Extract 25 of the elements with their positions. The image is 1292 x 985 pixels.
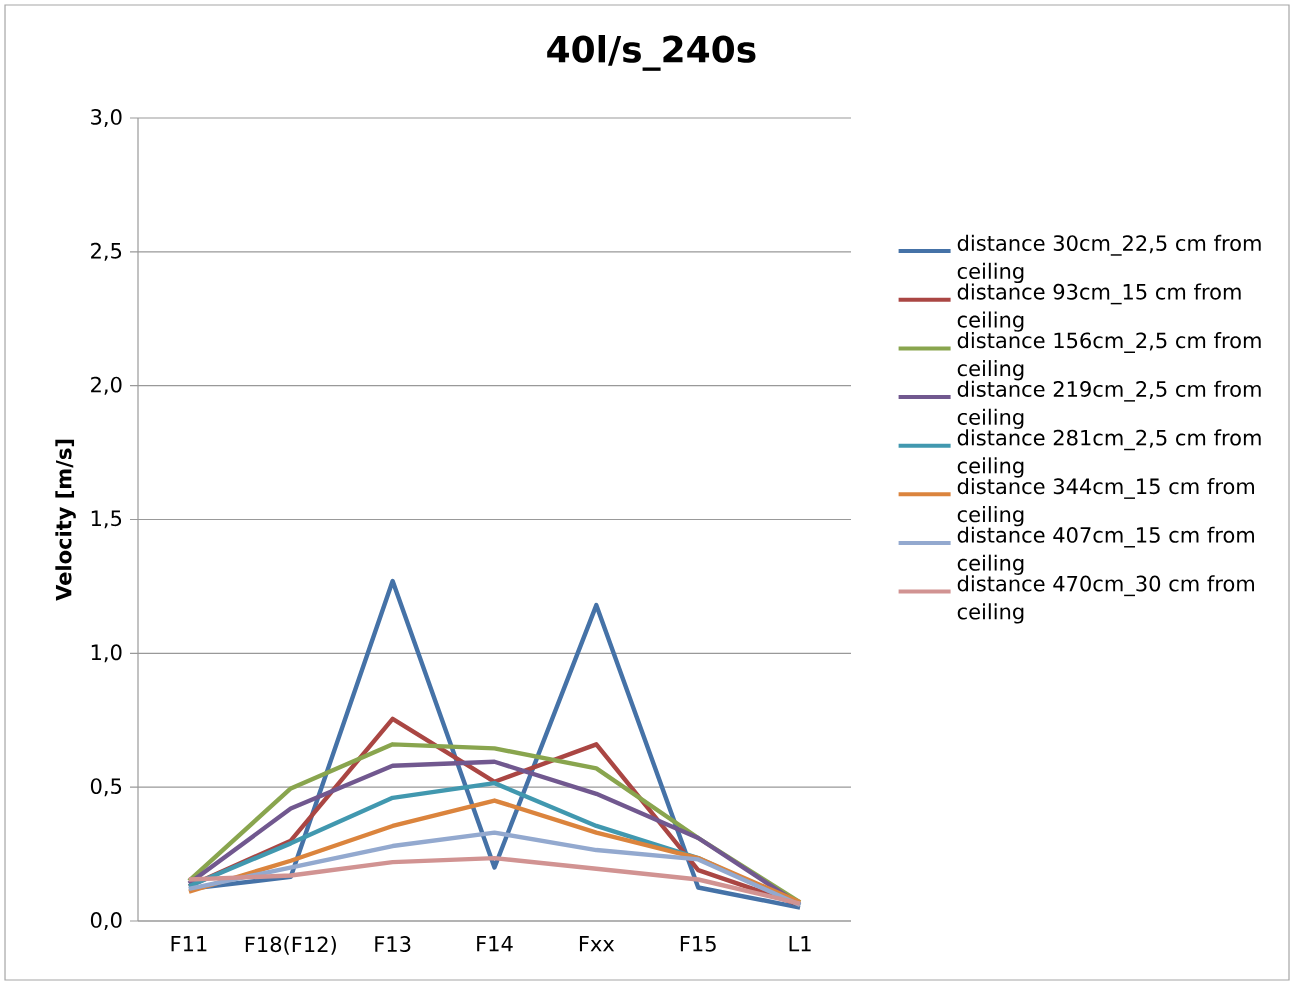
y-axis-title: Velocity [m/s]	[55, 439, 76, 601]
x-tick-label: Fxx	[579, 936, 615, 952]
y-tick-label: 3,0	[91, 108, 122, 128]
chart-title: 40l/s_240s	[547, 34, 756, 71]
x-tick-label: F11	[171, 936, 207, 952]
legend-label: distance 407cm_15 cm from ceiling	[957, 526, 1254, 575]
legend-label: distance 156cm_2,5 cm from ceiling	[957, 332, 1261, 381]
x-tick-label: F18(F12)	[245, 936, 336, 955]
legend-label: distance 30cm_22,5 cm from ceiling	[957, 234, 1261, 284]
y-tick-label: 0,0	[90, 911, 122, 931]
legend-label: distance 344cm_15 cm from ceiling	[957, 477, 1254, 527]
line-series	[186, 855, 803, 906]
legend-label: distance 219cm_2,5 cm from ceiling	[957, 380, 1261, 430]
x-tick-label: F14	[477, 936, 513, 952]
y-tick-label: 2,0	[91, 376, 122, 395]
x-tick-label: L1	[789, 936, 811, 952]
legend-label: distance 281cm_2,5 cm from ceiling	[957, 429, 1261, 478]
legend-label: distance 470cm_30 cm from ceiling	[957, 575, 1254, 624]
legend-label: distance 93cm_15 cm from ceiling	[957, 283, 1241, 332]
x-tick-label: F15	[680, 936, 716, 952]
y-tick-label: 1,5	[91, 510, 122, 529]
y-tick-label: 1,0	[91, 644, 122, 663]
y-tick-label: 2,5	[91, 242, 122, 261]
y-tick-label: 0,5	[90, 778, 122, 797]
x-tick-label: F13	[375, 936, 411, 952]
